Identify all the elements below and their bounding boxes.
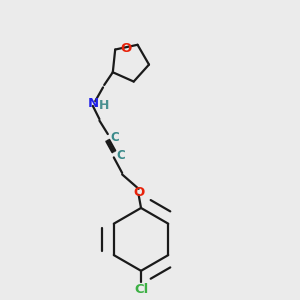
Text: H: H <box>99 98 110 112</box>
Text: C: C <box>110 130 119 144</box>
Text: Cl: Cl <box>134 284 148 296</box>
Text: O: O <box>133 186 144 199</box>
Text: O: O <box>120 41 131 55</box>
Text: N: N <box>87 97 98 110</box>
Text: C: C <box>116 148 125 161</box>
